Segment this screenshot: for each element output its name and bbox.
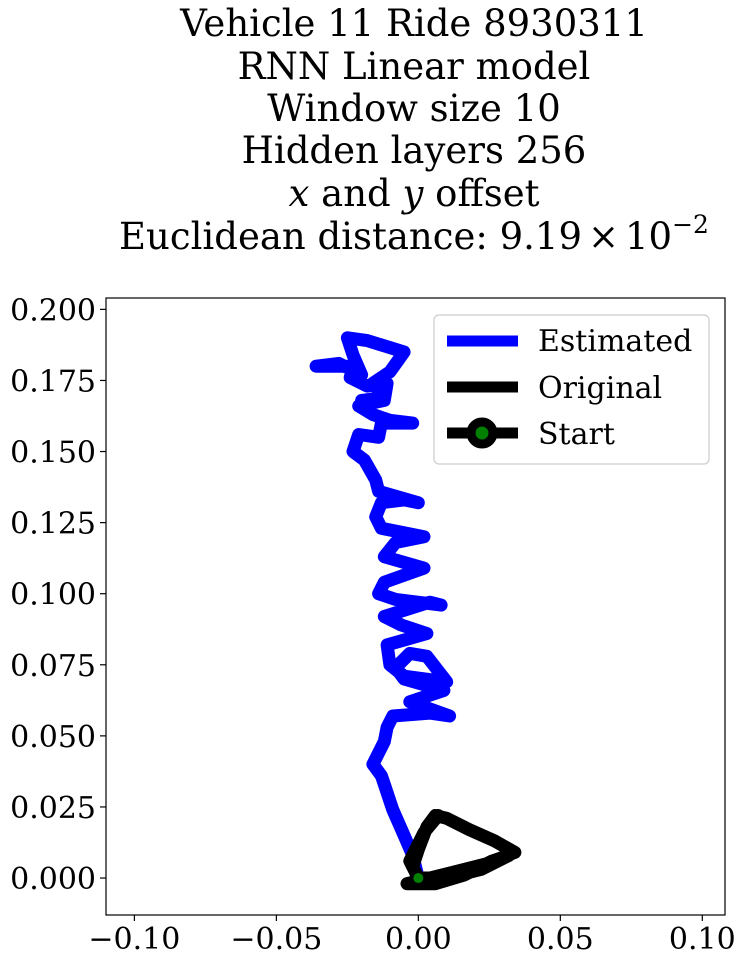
y-tick-label: 0.150 <box>10 436 96 471</box>
y-tick-label: 0.100 <box>10 578 96 613</box>
x-tick-label: −0.10 <box>88 922 180 957</box>
legend-estimated-label: Estimated <box>538 324 692 359</box>
title-offset-and: and <box>309 172 402 215</box>
title-line-model: RNN Linear model <box>238 45 591 88</box>
y-tick-label: 0.050 <box>10 720 96 755</box>
x-axis-ticks: −0.10 −0.05 0.00 0.05 0.10 <box>88 915 736 957</box>
x-tick-label: 0.10 <box>669 922 736 957</box>
title-dist-base: 10 <box>625 215 672 258</box>
legend-box <box>433 314 710 465</box>
x-tick-label: 0.05 <box>527 922 594 957</box>
title-line-window: Window size 10 <box>267 87 561 130</box>
series-line-original <box>400 809 522 891</box>
chart-title: Vehicle 11 Ride 8930311 RNN Linear model… <box>119 2 709 258</box>
start-point-marker <box>411 871 426 886</box>
y-axis-ticks: 0.000 0.025 0.050 0.075 0.100 0.125 0.150 0.175… <box>10 293 106 897</box>
y-tick-label: 0.200 <box>10 293 96 328</box>
title-line-distance: Euclidean distance: 9.19 × 10−2 <box>119 210 709 258</box>
legend-start-label: Start <box>538 417 615 452</box>
title-line-vehicle: Vehicle 11 Ride 8930311 <box>179 2 648 45</box>
series-line-estimated <box>309 331 457 885</box>
title-offset-rest: offset <box>423 172 539 215</box>
y-tick-label: 0.125 <box>10 507 96 542</box>
x-tick-label: 0.00 <box>385 922 452 957</box>
y-tick-label: 0.175 <box>10 364 96 399</box>
y-tick-label: 0.000 <box>10 862 96 897</box>
title-line-offset: x and y offset <box>289 172 540 215</box>
y-tick-label: 0.075 <box>10 649 96 684</box>
legend-original-label: Original <box>538 371 662 406</box>
y-tick-label: 0.025 <box>10 791 96 826</box>
title-dist-exp: −2 <box>672 210 709 239</box>
plot-data-layer <box>309 331 522 891</box>
legend-start-marker <box>466 417 498 449</box>
title-line-hidden: Hidden layers 256 <box>242 129 587 172</box>
title-dist-prefix: Euclidean distance: 9.19 <box>119 215 582 258</box>
title-offset-x: x <box>289 172 310 215</box>
x-tick-label: −0.05 <box>230 922 322 957</box>
plot-frame <box>105 297 726 916</box>
title-dist-times: × <box>588 215 619 258</box>
title-offset-y: y <box>401 172 425 215</box>
legend: Estimated Original Start <box>433 314 710 465</box>
